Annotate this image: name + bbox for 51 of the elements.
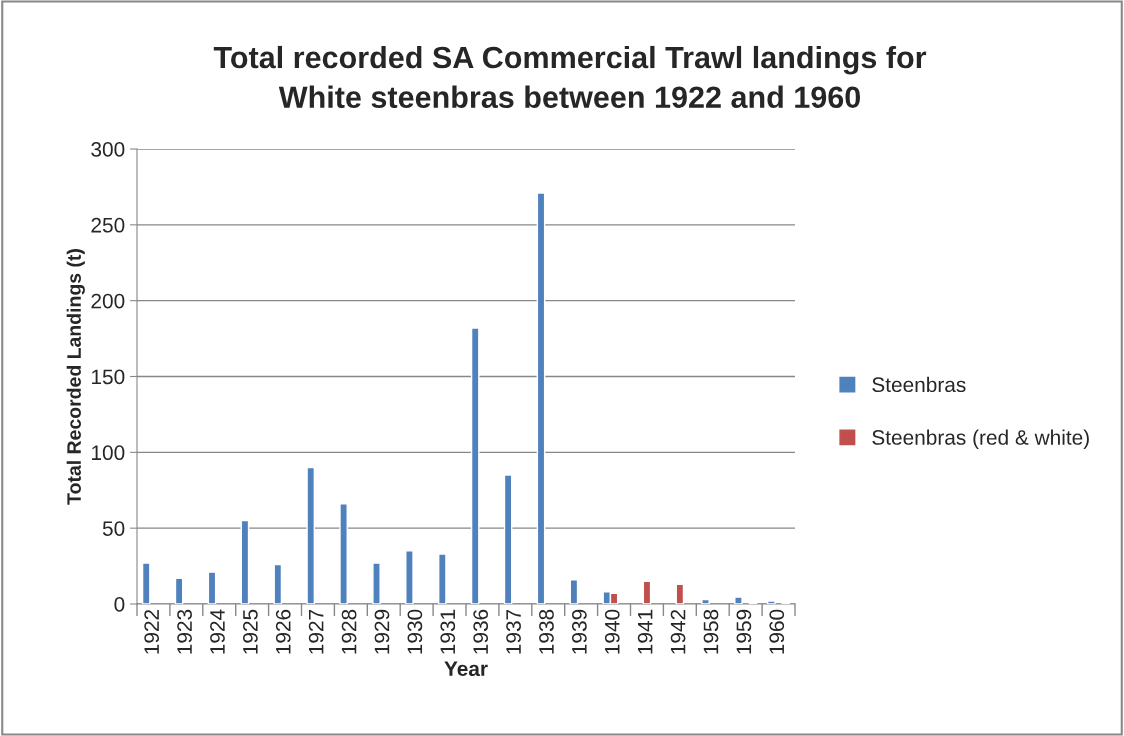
x-tick-label: 1924 xyxy=(210,609,225,654)
bar xyxy=(470,327,480,604)
y-tick-label: 250 xyxy=(91,217,125,233)
x-tick-label: 1927 xyxy=(308,609,324,654)
bar xyxy=(766,600,776,604)
x-tick-label: 1926 xyxy=(275,609,291,654)
x-tick-label: 1960 xyxy=(769,609,785,654)
x-tick-label: 1930 xyxy=(407,609,423,654)
y-tick-label: 150 xyxy=(92,369,125,385)
bar xyxy=(642,580,652,604)
bar xyxy=(339,503,348,604)
legend-label: Steenbras xyxy=(872,376,966,393)
bar xyxy=(701,598,710,604)
y-tick-label: 0 xyxy=(114,597,125,612)
x-tick-label: 1928 xyxy=(341,609,357,654)
bar xyxy=(141,562,151,604)
legend-label: Steenbras (red & white) xyxy=(872,429,1089,449)
x-tick-label: 1937 xyxy=(506,609,521,654)
bar xyxy=(405,550,414,604)
bar xyxy=(174,577,184,604)
bar xyxy=(503,474,513,604)
bar xyxy=(240,519,250,604)
x-tick-label: 1958 xyxy=(703,609,719,654)
x-tick-label: 1941 xyxy=(637,609,653,654)
bar xyxy=(273,563,283,604)
x-tick-label: 1938 xyxy=(539,609,554,654)
x-tick-label: 1929 xyxy=(374,609,390,654)
bar xyxy=(207,571,217,604)
y-tick-label: 300 xyxy=(91,142,125,157)
y-axis-title: Total Recorded Landings (t) xyxy=(66,249,85,505)
y-tick-label: 50 xyxy=(102,521,125,536)
x-tick-label: 1922 xyxy=(144,609,160,654)
x-tick-label: 1942 xyxy=(670,609,686,654)
bar xyxy=(675,583,685,604)
bar xyxy=(306,466,316,604)
bar xyxy=(734,596,743,604)
bar xyxy=(372,562,381,604)
bar xyxy=(569,579,579,604)
x-tick-label: 1940 xyxy=(604,609,620,654)
bar xyxy=(437,553,447,604)
x-tick-label: 1939 xyxy=(571,609,587,654)
bar xyxy=(536,192,546,604)
x-axis-title: Year xyxy=(444,661,488,677)
x-tick-label: 1931 xyxy=(440,609,456,654)
x-tick-label: 1923 xyxy=(177,609,192,654)
x-tick-label: 1936 xyxy=(473,609,489,654)
y-tick-label: 100 xyxy=(92,445,125,461)
y-tick-label: 200 xyxy=(91,293,125,309)
chart-title: Total recorded SA Commercial Trawl landings for White steenbras between 1922 and 1960 xyxy=(213,45,927,109)
x-tick-label: 1925 xyxy=(242,609,258,654)
x-tick-label: 1959 xyxy=(736,609,752,654)
